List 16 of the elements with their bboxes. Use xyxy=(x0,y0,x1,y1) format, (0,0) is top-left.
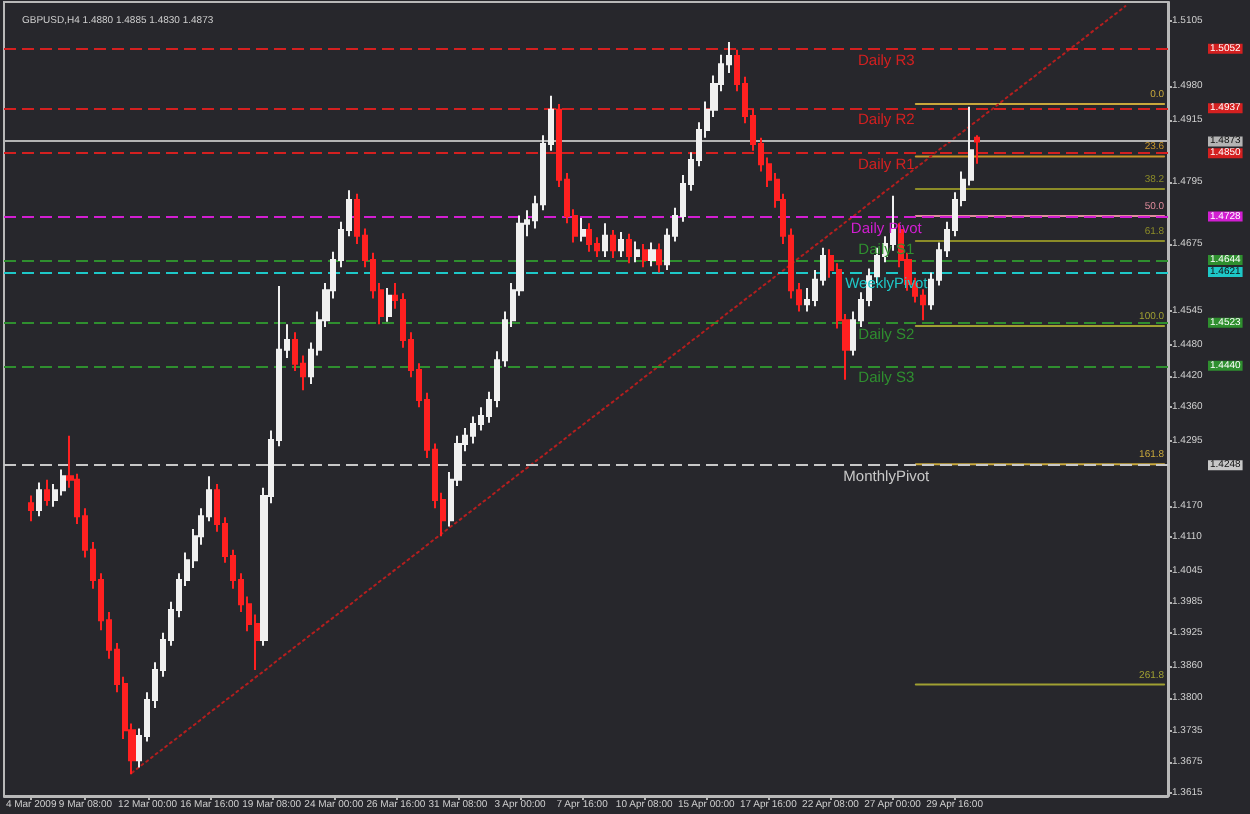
candlestick xyxy=(36,481,42,518)
candlestick xyxy=(44,478,50,507)
candlestick xyxy=(974,134,980,165)
candlestick xyxy=(642,243,648,269)
candlestick xyxy=(580,217,586,243)
candlestick xyxy=(626,232,632,265)
candlestick xyxy=(634,240,640,264)
candlestick xyxy=(586,222,592,253)
candlestick xyxy=(386,287,392,323)
candlestick xyxy=(648,241,656,268)
candlestick xyxy=(656,242,662,274)
candlestick xyxy=(470,415,476,445)
candlestick xyxy=(610,229,616,260)
candlestick xyxy=(618,231,624,258)
candlestick xyxy=(602,222,608,258)
candlestick xyxy=(28,494,34,523)
